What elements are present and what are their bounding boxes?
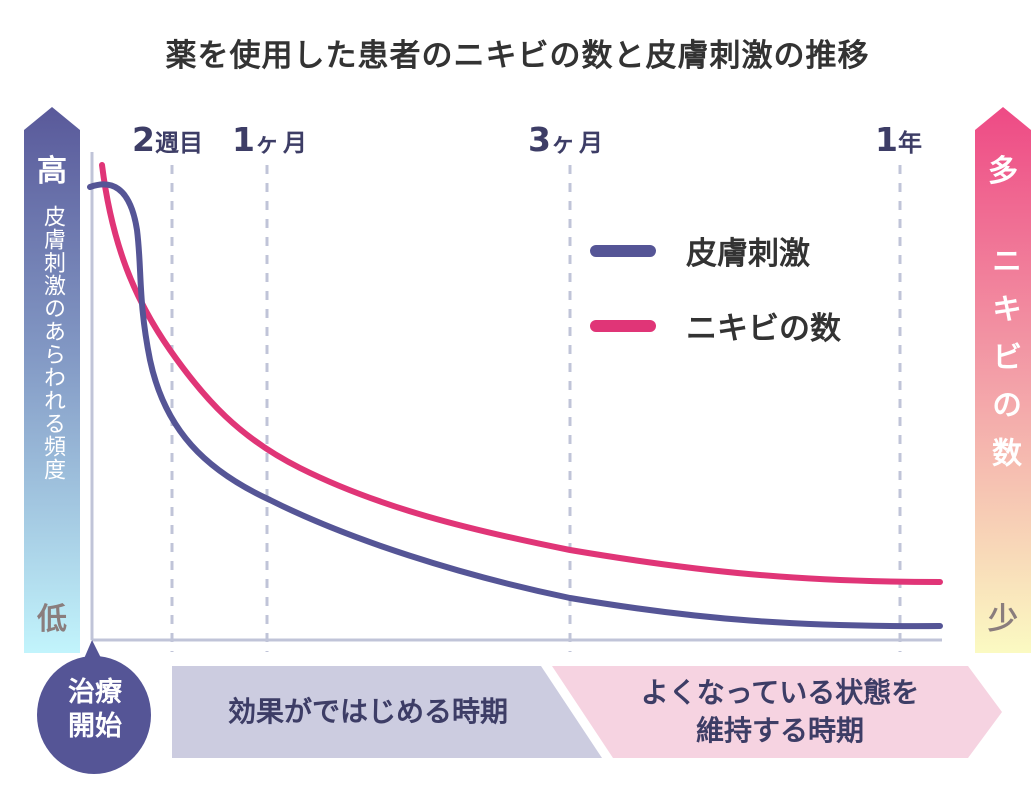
x-tick-3-months: 3ヶ月 bbox=[528, 120, 607, 159]
series-acne-count bbox=[99, 162, 943, 585]
phase-band-maintain bbox=[552, 666, 1002, 758]
x-tick-2-weeks: 2週目 bbox=[132, 120, 203, 159]
right-axis-high-label: 多 bbox=[988, 154, 1018, 189]
start-marker bbox=[37, 640, 151, 774]
left-axis-high-label: 高 bbox=[37, 154, 67, 189]
right-axis-low-label: 少 bbox=[988, 602, 1018, 637]
legend-item-acne-count: ニキビの数 bbox=[590, 303, 841, 348]
legend-swatch-indigo bbox=[590, 244, 656, 257]
start-marker-label: 治療 開始 bbox=[68, 677, 122, 742]
phase-early-label: 効果がではじめる時期 bbox=[227, 695, 508, 728]
right-axis-title: ニキビの数 bbox=[986, 245, 1021, 485]
series-skin-irritation bbox=[87, 181, 943, 630]
left-axis-low-label: 低 bbox=[37, 602, 67, 637]
x-tick-1-year: 1年 bbox=[875, 120, 922, 159]
left-axis-arrow bbox=[24, 107, 80, 653]
phase-maintain-label: よくなっている状態を 維持する時期 bbox=[640, 676, 920, 747]
x-tick-1-month: 1ヶ月 bbox=[232, 120, 311, 159]
chart-title: 薬を使用した患者のニキビの数と皮膚刺激の推移 bbox=[165, 38, 870, 74]
legend-item-skin-irritation: 皮膚刺激 bbox=[590, 228, 810, 273]
right-axis-arrow bbox=[975, 107, 1031, 653]
phase-band-early bbox=[172, 666, 602, 758]
left-axis-title: 皮膚刺激のあらわれる頻度 bbox=[40, 205, 65, 481]
legend-swatch-pink bbox=[590, 319, 656, 332]
